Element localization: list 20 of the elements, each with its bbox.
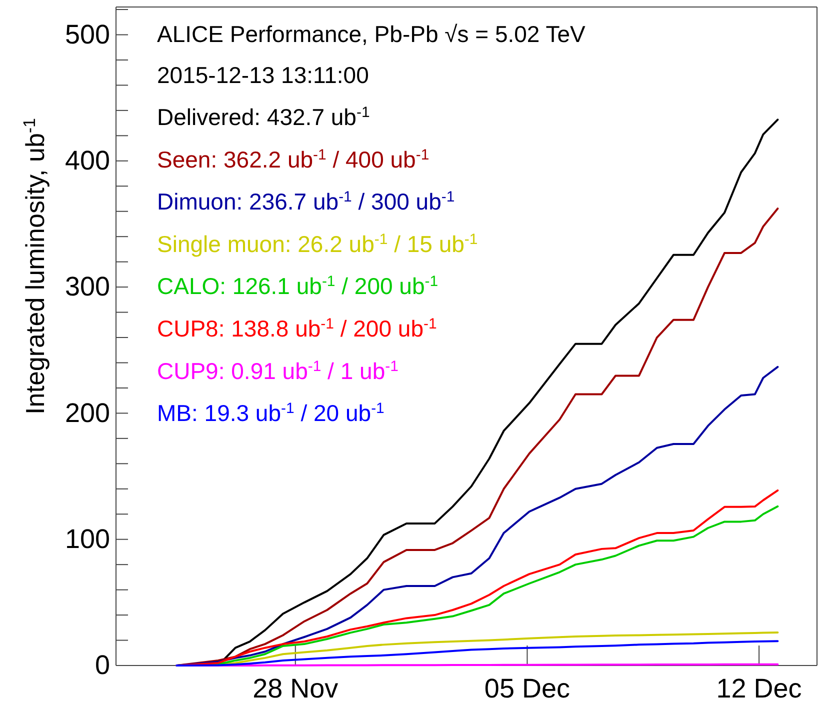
y-tick-label: 400 xyxy=(64,146,110,176)
text: ALICE Performance, Pb-Pb √s = 5.02 TeV xyxy=(157,21,586,47)
text: CUP8: 138.8 ub$^{-1}$ / 200 ub$^{-1}$ xyxy=(157,315,437,342)
y-tick-label: 200 xyxy=(64,398,110,428)
text: CALO: 126.1 ub$^{-1}$ / 200 ub$^{-1}$ xyxy=(157,272,438,300)
text: Dimuon: 236.7 ub$^{-1}$ / 300 ub$^{-1}$ xyxy=(157,188,455,215)
x-tick-label: 12 Dec xyxy=(716,674,802,704)
x-tick-label: 28 Nov xyxy=(252,674,339,704)
text: Seen: 362.2 ub$^{-1}$ / 400 ub$^{-1}$ xyxy=(157,146,430,172)
text: Delivered: 432.7 ub$^{-1}$ xyxy=(157,104,370,130)
text: MB: 19.3 ub$^{-1}$ / 20 ub$^{-1}$ xyxy=(157,400,384,426)
y-tick-label: 500 xyxy=(64,19,110,50)
text: Single muon: 26.2 ub$^{-1}$ / 15 ub$^{-1}$ xyxy=(157,230,478,257)
y-tick-label: 100 xyxy=(64,524,110,554)
line-series xyxy=(176,640,779,666)
y-tick-label: 0 xyxy=(94,650,110,680)
text: 2015-12-13 13:11:00 xyxy=(157,62,369,88)
y-tick-label: 300 xyxy=(64,272,110,302)
x-tick-label: 05 Dec xyxy=(484,674,570,704)
text: CUP9: 0.91 ub$^{-1}$ / 1 ub$^{-1}$ xyxy=(157,357,398,384)
